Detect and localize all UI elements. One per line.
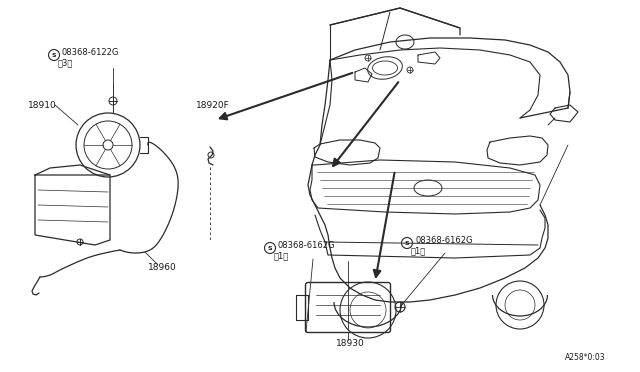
Text: S: S (404, 241, 410, 246)
Text: 08368-6122G: 08368-6122G (62, 48, 120, 57)
Text: ＜1＞: ＜1＞ (411, 247, 426, 256)
Text: 08368-6162G: 08368-6162G (415, 235, 472, 244)
Text: S: S (268, 246, 272, 250)
Text: 18920F: 18920F (196, 100, 230, 109)
Text: 18930: 18930 (336, 340, 365, 349)
Text: ＜3＞: ＜3＞ (58, 58, 74, 67)
Text: A258*0:03: A258*0:03 (565, 353, 605, 362)
Text: 18910: 18910 (28, 100, 57, 109)
Text: S: S (52, 52, 56, 58)
Text: ＜1＞: ＜1＞ (274, 251, 289, 260)
Text: 18960: 18960 (148, 263, 177, 273)
Text: 08368-6162G: 08368-6162G (278, 241, 335, 250)
